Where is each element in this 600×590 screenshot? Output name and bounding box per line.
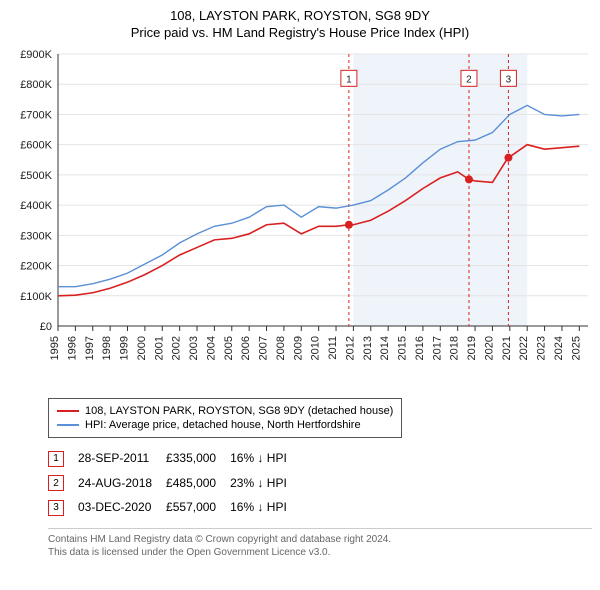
x-axis-label: 2000 <box>136 336 148 360</box>
event-delta: 23% ↓ HPI <box>230 471 301 496</box>
x-axis-label: 2016 <box>414 336 426 360</box>
x-axis-label: 2007 <box>258 336 270 360</box>
event-badge-small: 2 <box>48 475 64 491</box>
footer-line: Contains HM Land Registry data © Crown c… <box>48 533 592 546</box>
events-table: 1 28-SEP-2011£335,00016% ↓ HPI 2 24-AUG-201… <box>48 446 592 520</box>
x-axis-label: 2009 <box>292 336 304 360</box>
x-axis-label: 1999 <box>119 336 131 360</box>
legend-swatch <box>57 424 79 426</box>
x-axis-label: 2002 <box>171 336 183 360</box>
chart-title: 108, LAYSTON PARK, ROYSTON, SG8 9DY <box>8 8 592 23</box>
x-axis-label: 1998 <box>101 336 113 360</box>
x-axis-label: 2025 <box>570 336 582 360</box>
chart-subtitle: Price paid vs. HM Land Registry's House … <box>8 25 592 40</box>
sale-marker <box>504 154 512 162</box>
x-axis-label: 2022 <box>518 336 530 360</box>
event-badge-small: 1 <box>48 451 64 467</box>
event-badge-label: 1 <box>346 74 352 85</box>
event-price: £485,000 <box>166 471 230 496</box>
legend-row: 108, LAYSTON PARK, ROYSTON, SG8 9DY (det… <box>57 405 393 417</box>
legend-row: HPI: Average price, detached house, Nort… <box>57 419 393 431</box>
y-axis-label: £100K <box>20 291 52 303</box>
x-axis-label: 2024 <box>553 336 565 360</box>
event-badge-label: 3 <box>506 74 512 85</box>
sale-marker <box>345 221 353 229</box>
x-axis-label: 1997 <box>84 336 96 360</box>
x-axis-label: 1995 <box>49 336 61 360</box>
event-row: 3 03-DEC-2020£557,00016% ↓ HPI <box>48 495 301 520</box>
x-axis-label: 2014 <box>379 336 391 360</box>
x-axis-label: 2023 <box>536 336 548 360</box>
x-axis-label: 2012 <box>344 336 356 360</box>
event-badge-label: 2 <box>466 74 472 85</box>
x-axis-label: 2003 <box>188 336 200 360</box>
x-axis-label: 2004 <box>205 336 217 360</box>
y-axis-label: £400K <box>20 200 52 212</box>
x-axis-label: 2018 <box>449 336 461 360</box>
sale-marker <box>465 175 473 183</box>
attribution-footer: Contains HM Land Registry data © Crown c… <box>48 528 592 559</box>
x-axis-label: 2008 <box>275 336 287 360</box>
event-price: £557,000 <box>166 495 230 520</box>
x-axis-label: 2019 <box>466 336 478 360</box>
x-axis-label: 2013 <box>362 336 374 360</box>
legend-label: HPI: Average price, detached house, Nort… <box>85 419 361 431</box>
y-axis-label: £0 <box>40 321 52 333</box>
event-price: £335,000 <box>166 446 230 471</box>
footer-line: This data is licensed under the Open Gov… <box>48 546 592 559</box>
y-axis-label: £500K <box>20 170 52 182</box>
x-axis-label: 1996 <box>66 336 78 360</box>
price-chart: £0 £100K £200K £300K £400K £500K £600K £700K £80… <box>8 48 592 388</box>
y-axis-label: £200K <box>20 261 52 273</box>
title-block: 108, LAYSTON PARK, ROYSTON, SG8 9DY Pric… <box>8 8 592 40</box>
event-row: 1 28-SEP-2011£335,00016% ↓ HPI <box>48 446 301 471</box>
x-axis-label: 2017 <box>431 336 443 360</box>
y-axis-label: £800K <box>20 79 52 91</box>
y-axis-label: £900K <box>20 49 52 61</box>
x-axis-label: 2006 <box>240 336 252 360</box>
legend-label: 108, LAYSTON PARK, ROYSTON, SG8 9DY (det… <box>85 405 393 417</box>
y-axis-label: £300K <box>20 230 52 242</box>
event-date: 03-DEC-2020 <box>78 495 166 520</box>
event-delta: 16% ↓ HPI <box>230 446 301 471</box>
x-axis-label: 2001 <box>153 336 165 360</box>
x-axis-label: 2005 <box>223 336 235 360</box>
x-axis-label: 2021 <box>501 336 513 360</box>
event-row: 2 24-AUG-2018£485,00023% ↓ HPI <box>48 471 301 496</box>
series-legend: 108, LAYSTON PARK, ROYSTON, SG8 9DY (det… <box>48 398 402 438</box>
event-date: 28-SEP-2011 <box>78 446 166 471</box>
x-axis-label: 2011 <box>327 336 339 360</box>
y-axis-label: £600K <box>20 140 52 152</box>
legend-swatch <box>57 410 79 412</box>
x-axis-label: 2015 <box>397 336 409 360</box>
x-axis-label: 2010 <box>310 336 322 360</box>
chart-container: £0 £100K £200K £300K £400K £500K £600K £700K £80… <box>8 48 592 388</box>
event-date: 24-AUG-2018 <box>78 471 166 496</box>
event-badge-small: 3 <box>48 500 64 516</box>
y-axis-label: £700K <box>20 109 52 121</box>
x-axis-label: 2020 <box>483 336 495 360</box>
event-delta: 16% ↓ HPI <box>230 495 301 520</box>
highlight-band <box>353 54 527 326</box>
